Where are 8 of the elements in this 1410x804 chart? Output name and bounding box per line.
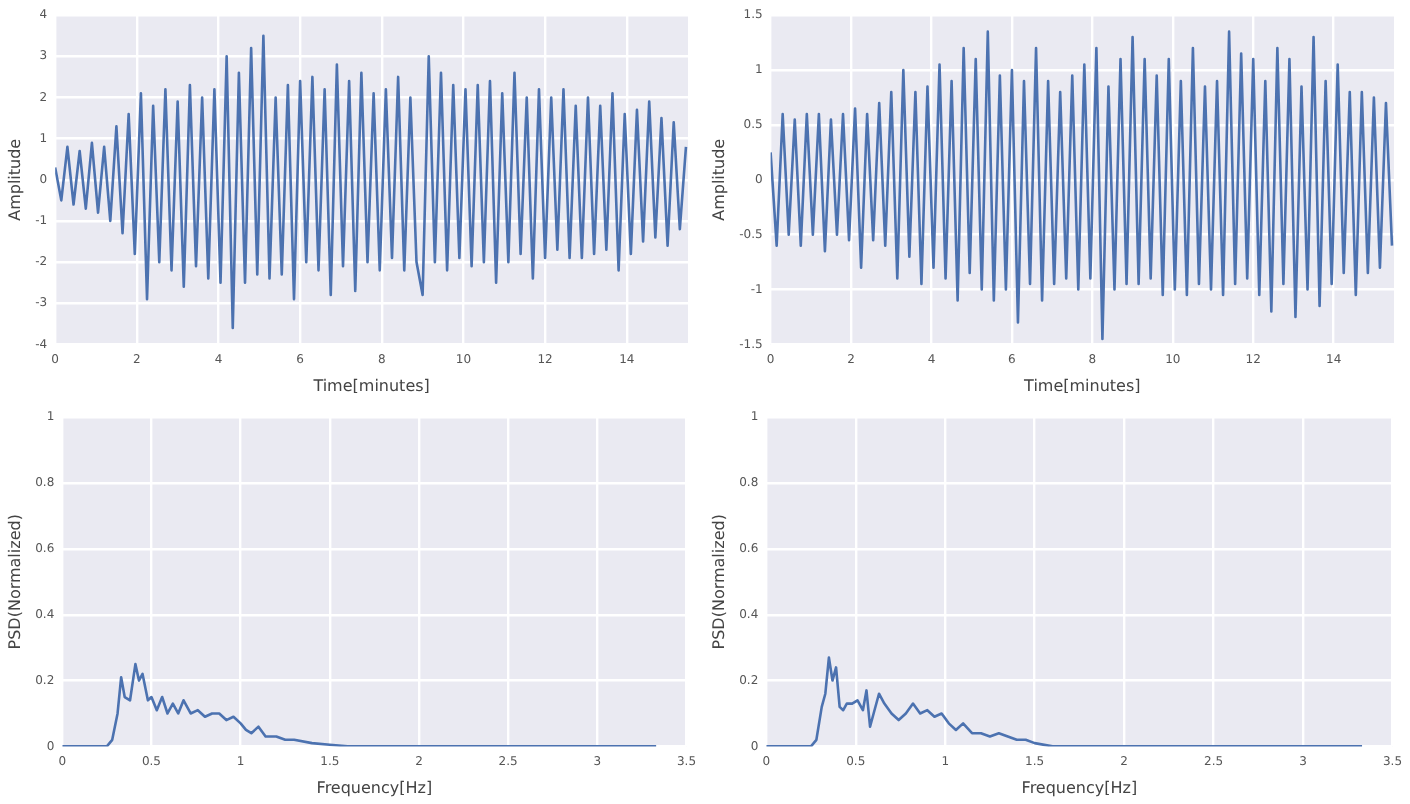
y-axis-title: Amplitude bbox=[5, 138, 24, 221]
y-axis-title: PSD(Normalized) bbox=[5, 514, 24, 650]
x-axis-title: Time[minutes] bbox=[1022, 376, 1141, 395]
x-axis-title: Frequency[Hz] bbox=[316, 778, 433, 797]
y-axis-title: PSD(Normalized) bbox=[709, 514, 728, 650]
x-axis-title: Time[minutes] bbox=[311, 376, 430, 395]
y-axis-title: Amplitude bbox=[709, 138, 728, 221]
x-axis-title: Frequency[Hz] bbox=[1021, 778, 1138, 797]
